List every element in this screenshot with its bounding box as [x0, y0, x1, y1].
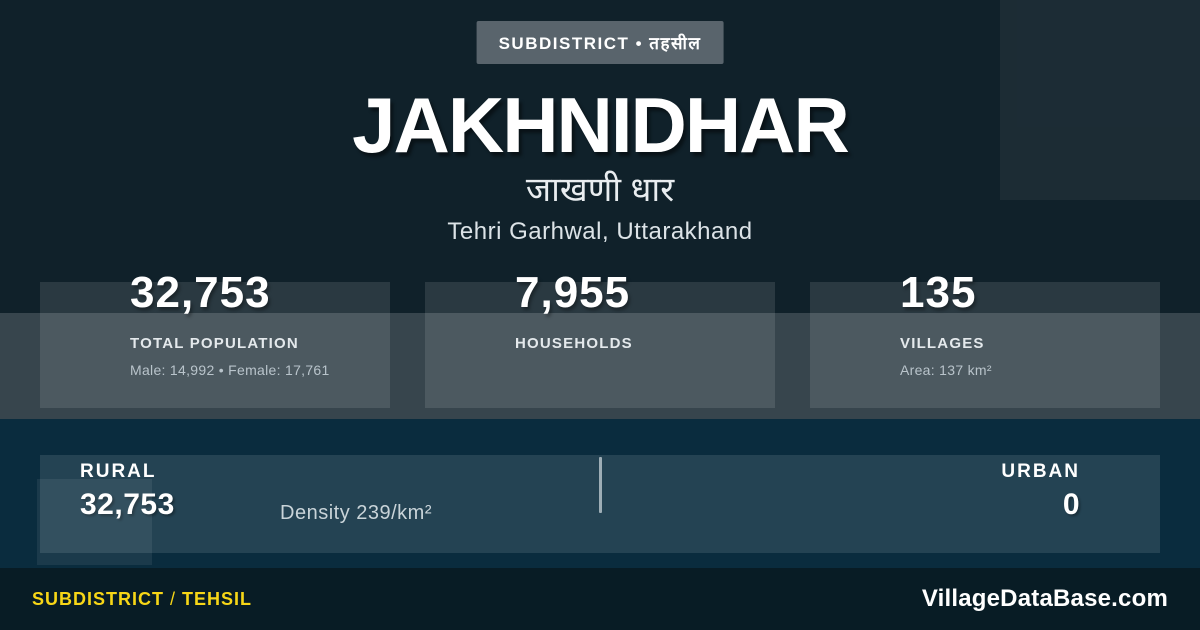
footer-type-separator: / [170, 588, 177, 609]
footer-type-secondary: TEHSIL [182, 588, 253, 609]
stat-card-households: 7,955 HOUSEHOLDS [425, 268, 775, 408]
total-population-detail: Male: 14,992 • Female: 17,761 [130, 361, 330, 378]
vertical-divider [599, 457, 602, 513]
page-title-hindi: जाखणी धार [525, 171, 675, 209]
entity-type-badge-label: SUBDISTRICT • तहसील [498, 34, 702, 53]
households-detail [515, 362, 775, 378]
entity-type-badge: SUBDISTRICT • तहसील [476, 21, 724, 64]
stat-card-villages: 135 VILLAGES Area: 137 km² [810, 268, 1160, 408]
stats-row: 32,753 TOTAL POPULATION Male: 14,992 • F… [40, 268, 1160, 408]
total-population-value: 32,753 [130, 268, 271, 317]
households-label: HOUSEHOLDS [515, 334, 633, 352]
location-text: Tehri Garhwal, Uttarakhand [447, 218, 753, 245]
rural-block: RURAL 32,753 [80, 461, 175, 522]
villages-value: 135 [900, 268, 977, 317]
rural-value: 32,753 [80, 488, 175, 521]
households-value: 7,955 [515, 268, 631, 317]
footer-type-primary: SUBDISTRICT [32, 588, 164, 609]
page-title: JAKHNIDHAR [352, 81, 850, 169]
footer-bar: SUBDISTRICT / TEHSIL VillageDataBase.com [0, 568, 1200, 630]
rural-urban-panel: RURAL 32,753 Density 239/km² URBAN 0 [40, 455, 1160, 553]
density-text: Density 239/km² [280, 502, 432, 524]
urban-block: URBAN 0 [1001, 461, 1080, 522]
villages-detail: Area: 137 km² [900, 361, 992, 378]
urban-label: URBAN [1001, 461, 1080, 482]
stat-card-total-population: 32,753 TOTAL POPULATION Male: 14,992 • F… [40, 268, 390, 408]
brand-link[interactable]: VillageDataBase.com [921, 585, 1168, 612]
villages-label: VILLAGES [900, 334, 985, 352]
footer-entity-type: SUBDISTRICT / TEHSIL [32, 589, 252, 610]
rural-label: RURAL [80, 461, 157, 482]
rural-urban-band: RURAL 32,753 Density 239/km² URBAN 0 [0, 419, 1200, 568]
urban-value: 0 [1062, 488, 1080, 521]
total-population-label: TOTAL POPULATION [130, 334, 299, 352]
